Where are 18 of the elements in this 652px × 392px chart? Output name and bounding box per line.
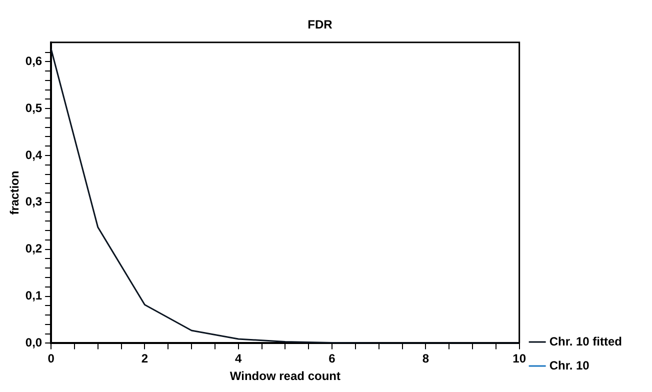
x-tick-label: 10 <box>512 352 526 366</box>
x-axis-title: Window read count <box>230 369 340 384</box>
y-axis-title: fraction <box>8 170 22 215</box>
y-tick-label: 0,2 <box>25 242 42 256</box>
x-tick-label: 4 <box>235 352 242 366</box>
y-tick-label: 0,6 <box>25 54 42 68</box>
y-tick-label: 0,4 <box>25 148 42 162</box>
y-tick-label: 0,0 <box>25 336 42 350</box>
x-tick-label: 0 <box>48 352 55 366</box>
y-tick-label: 0,3 <box>25 194 42 209</box>
x-tick-label: 6 <box>328 352 336 366</box>
x-tick-label: 2 <box>141 352 148 366</box>
y-tick-label: 0,1 <box>25 288 42 303</box>
y-tick-label: 0,5 <box>25 100 42 115</box>
legend-label: Chr. 10 <box>549 358 590 372</box>
legend-label: Chr. 10 fitted <box>549 334 622 348</box>
x-tick-label: 8 <box>422 352 430 366</box>
chart-title: FDR <box>308 18 333 32</box>
